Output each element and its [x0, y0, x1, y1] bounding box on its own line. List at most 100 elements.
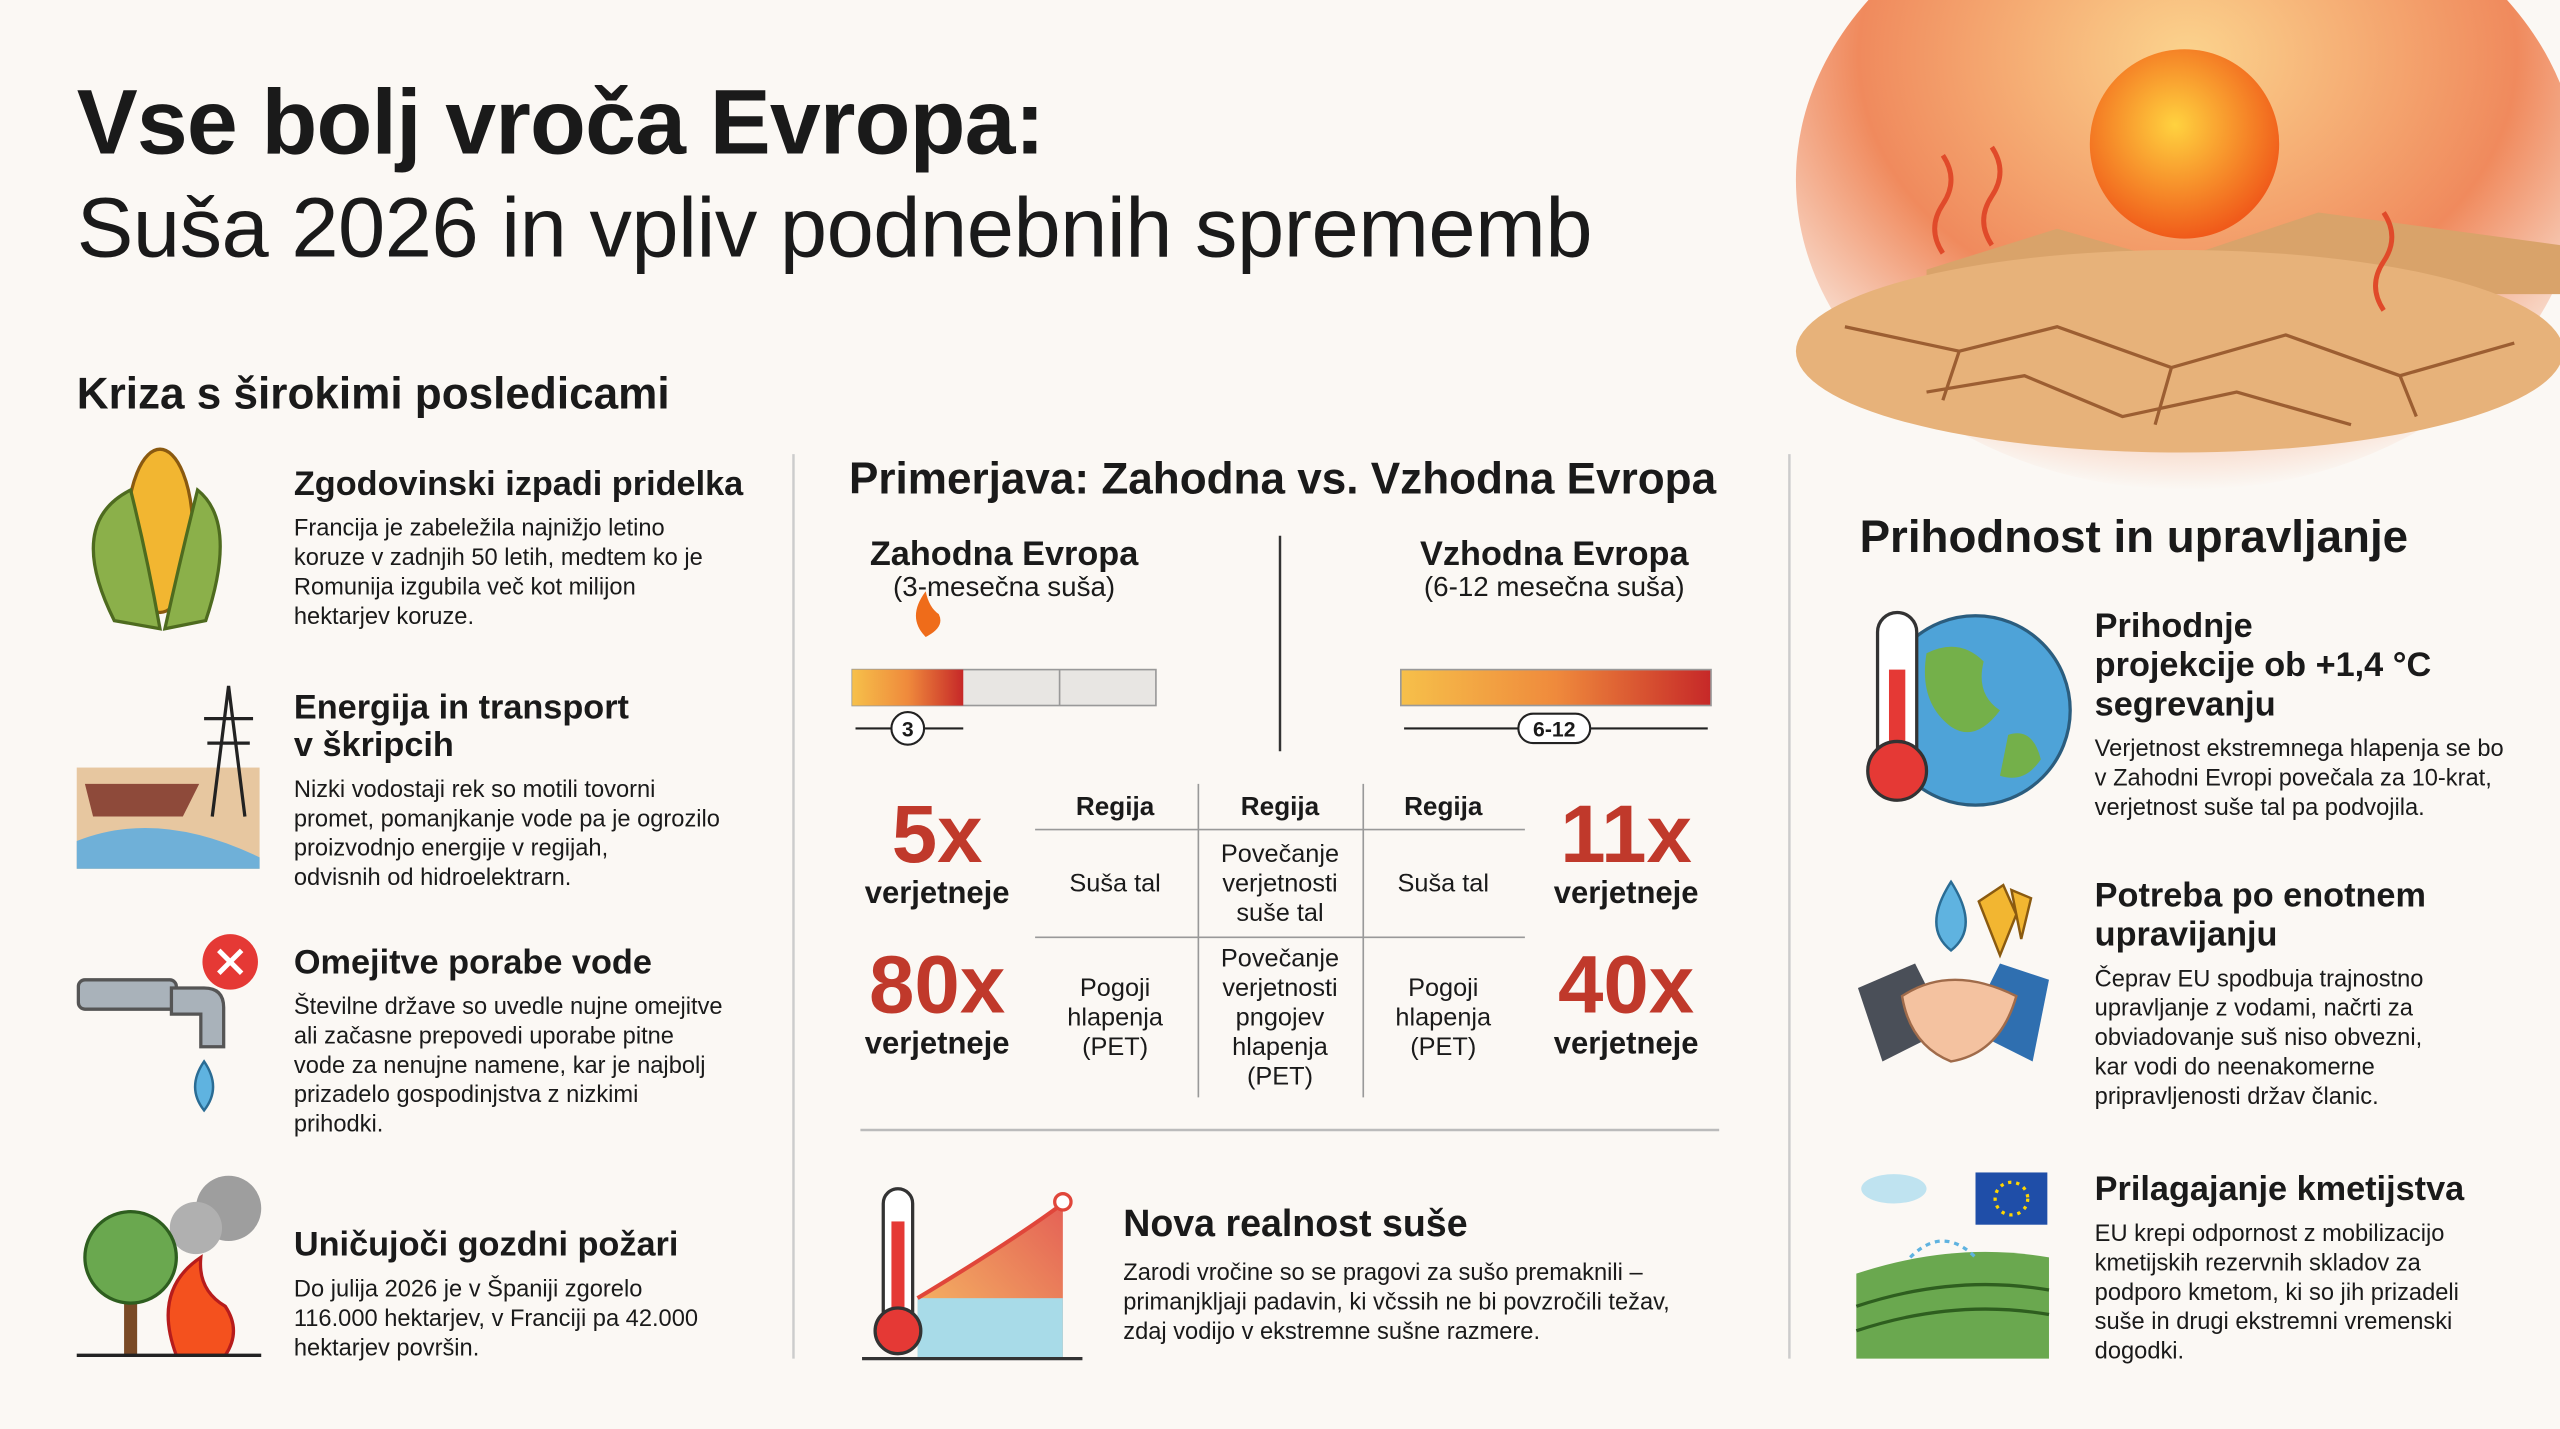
item-text: Številne države so uvedle nujne omejitve	[294, 992, 723, 1020]
table-cell: Povečanje	[1221, 840, 1339, 868]
table-cell: Suša tal	[1069, 870, 1160, 898]
item-text: v Zahodni Evropi povečala za 10-krat,	[2095, 766, 2492, 792]
table-cell: Pogoji	[1080, 974, 1150, 1002]
cracks	[1844, 325, 2515, 427]
item-title: v škripcih	[294, 726, 454, 764]
section-heading: Prihodnost in upravljanje	[1860, 511, 2409, 562]
item-text: hektarjev površin.	[294, 1335, 479, 1361]
section-heading: Primerjava: Zahodna vs. Vzhodna Evropa	[849, 454, 1717, 503]
table-cell: hlapenja	[1067, 1004, 1164, 1032]
table-cell: pngojev	[1236, 1004, 1325, 1032]
bar-label: 6-12	[1533, 719, 1575, 742]
stat-value: 80x	[869, 939, 1005, 1030]
table-cell: verjetnosti	[1222, 870, 1337, 898]
item-text: promet, pomanjkanje vode pa je ogrozilo	[294, 806, 720, 832]
item-text: ali začasne prepovedi uporabe pitne	[294, 1023, 674, 1049]
cracked-earth	[1796, 250, 2560, 453]
sun-illustration	[1796, 0, 2560, 490]
item-text: obviadovanje suš niso obvezni,	[2095, 1025, 2422, 1051]
tap-icon	[76, 934, 258, 1113]
item-title: Nova realnost suše	[1123, 1202, 1467, 1244]
bar-label: 3	[902, 719, 914, 742]
item-text: Nizki vodostaji rek so motili tovorni	[294, 777, 656, 803]
table-cell: hlapenja	[1395, 1004, 1492, 1032]
table-cell: (PET)	[1082, 1033, 1148, 1061]
item-text: odvisnih od hidroelektrarn.	[294, 865, 571, 891]
table-grid	[1035, 783, 1525, 1098]
item-text: EU krepi odpornost z mobilizacijo	[2095, 1221, 2445, 1247]
item-text: zdaj vodijo v ekstremne sušne razmere.	[1123, 1319, 1540, 1345]
ship-icon	[76, 685, 260, 869]
item-text: koruze v zadnjih 50 letih, medtem ko je	[294, 545, 703, 571]
stat-label: verjetneje	[865, 875, 1010, 910]
table-cell: verjetnosti	[1222, 974, 1337, 1002]
region-name: Zahodna Evropa	[870, 535, 1139, 573]
item-title: Uničujoči gozdni požari	[294, 1226, 679, 1264]
thermometer-graph	[862, 1187, 1083, 1361]
handshake-icon	[1857, 879, 2049, 1063]
table-cell: (PET)	[1410, 1033, 1476, 1061]
item-text: 116.000 hektarjev, v Franciji pa 42.000	[294, 1306, 698, 1332]
table-cell: Suša tal	[1398, 870, 1489, 898]
table-cell: suše tal	[1236, 899, 1323, 927]
farm-icon	[1855, 1172, 2050, 1359]
item-text: vode za nenujne namene, kar je najbolj	[294, 1053, 706, 1079]
corn-icon	[91, 447, 222, 631]
table-header: Regija	[1076, 791, 1155, 821]
stat-value: 40x	[1558, 939, 1694, 1030]
section-heading: Kriza s širokimi posledicami	[77, 369, 670, 418]
item-text: podporo kmetom, ki so jih prizadeli	[2095, 1280, 2459, 1306]
item-text: Čeprav EU spodbuja trajnostno	[2095, 964, 2424, 992]
item-text: proizvodnjo energije v regijah,	[294, 836, 608, 862]
item-text: Do julija 2026 je v Španiji zgorelo	[294, 1275, 642, 1303]
subtitle: Suša 2026 in vpliv podnebnih sprememb	[77, 180, 1592, 275]
item-text: suše in drugi ekstremni vremenski	[2095, 1309, 2453, 1335]
item-text: kmetijskih rezervnih skladov za	[2095, 1250, 2422, 1276]
table-cell: Pogoji	[1408, 974, 1478, 1002]
item-text: Francija je zabeležila najnižjo letino	[294, 516, 665, 542]
table-cell: (PET)	[1247, 1062, 1313, 1090]
item-text: kar vodi do neenakomerne	[2095, 1055, 2375, 1081]
item-title: Potreba po enotnem	[2095, 876, 2426, 914]
item-text: Romunija izgubila več kot milijon	[294, 574, 636, 600]
item-title: Omejitve porabe vode	[294, 943, 652, 981]
region-name: Vzhodna Evropa	[1420, 535, 1689, 573]
item-text: upravljanje z vodami, načrti za	[2095, 996, 2414, 1022]
title: Vse bolj vroča Evropa:	[77, 72, 1045, 174]
item-title: segrevanju	[2095, 685, 2276, 723]
item-text: pripravljenosti držav članic.	[2095, 1084, 2379, 1110]
stat-value: 5x	[892, 789, 983, 880]
east-bar	[1400, 668, 1712, 745]
sun	[2089, 49, 2280, 239]
globe-thermometer-icon	[1866, 610, 2072, 807]
region-note: (6-12 mesečna suša)	[1424, 571, 1685, 602]
stat-label: verjetneje	[1554, 1025, 1699, 1060]
item-text: Verjetnost ekstremnega hlapenja se bo	[2095, 736, 2504, 762]
heat-waves	[1932, 145, 2395, 312]
table-cell: Povečanje	[1221, 945, 1339, 973]
stat-label: verjetneje	[1554, 875, 1699, 910]
item-title: projekcije ob +1,4 °C	[2095, 646, 2432, 684]
item-title: Zgodovinski izpadi pridelka	[294, 465, 744, 503]
item-text: dogodki.	[2095, 1339, 2184, 1365]
item-title: Energija in transport	[294, 689, 629, 727]
item-title: Prihodnje	[2095, 607, 2253, 645]
item-text: hektarjev koruze.	[294, 604, 474, 630]
table-header: Regija	[1404, 791, 1483, 821]
item-title: upravijanju	[2095, 916, 2278, 954]
table-cell: hlapenja	[1232, 1033, 1329, 1061]
item-text: verjetnost suše tal pa podvojila.	[2095, 795, 2425, 821]
stat-label: verjetneje	[865, 1025, 1010, 1060]
item-text: prizadelo gospodinjstva z nizkimi	[294, 1082, 638, 1108]
item-text: primanjkljaji padavin, ki včssih ne bi p…	[1123, 1290, 1670, 1316]
table-header: Regija	[1241, 791, 1320, 821]
region-note: (3-mesečna suša)	[893, 571, 1115, 602]
stat-value: 11x	[1560, 789, 1692, 880]
item-title: Prilagajanje kmetijstva	[2095, 1170, 2465, 1208]
item-text: Zarodi vročine so se pragovi za sušo pre…	[1123, 1260, 1643, 1286]
west-bar	[851, 591, 1157, 746]
fire-icon	[76, 1175, 262, 1357]
item-text: prihodki.	[294, 1112, 383, 1138]
